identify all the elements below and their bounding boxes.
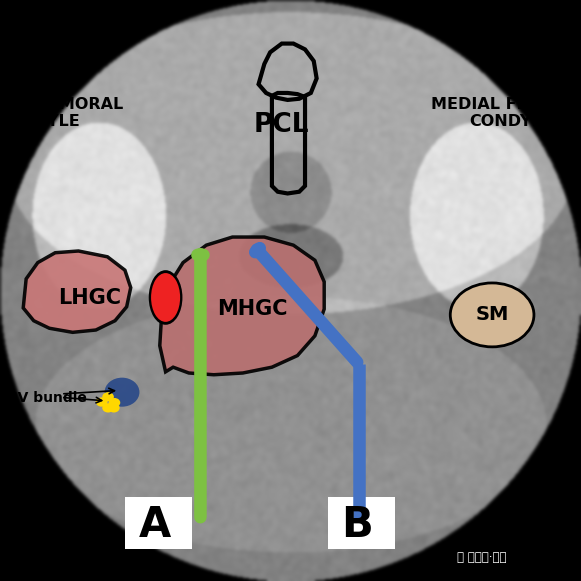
Text: MEDIAL FEMORAL
CONDYLE: MEDIAL FEMORAL CONDYLE bbox=[431, 97, 581, 130]
Ellipse shape bbox=[102, 403, 114, 413]
Text: LATERAL FEMORAL
CONDYLE: LATERAL FEMORAL CONDYLE bbox=[0, 97, 123, 130]
Polygon shape bbox=[23, 251, 131, 332]
FancyBboxPatch shape bbox=[328, 497, 395, 549]
Text: PCL: PCL bbox=[254, 112, 310, 138]
FancyBboxPatch shape bbox=[125, 497, 192, 549]
Text: B: B bbox=[342, 504, 373, 546]
Ellipse shape bbox=[105, 378, 139, 407]
Ellipse shape bbox=[149, 270, 182, 325]
Ellipse shape bbox=[450, 283, 534, 347]
Ellipse shape bbox=[108, 403, 120, 413]
Ellipse shape bbox=[96, 397, 107, 407]
Ellipse shape bbox=[151, 273, 180, 322]
Text: MHGC: MHGC bbox=[217, 299, 288, 319]
Text: NV bundle: NV bundle bbox=[6, 391, 87, 405]
Text: SM: SM bbox=[475, 306, 509, 324]
Text: 🔵 公众号·骨科: 🔵 公众号·骨科 bbox=[457, 551, 507, 564]
Ellipse shape bbox=[102, 392, 114, 401]
Polygon shape bbox=[160, 237, 324, 375]
Text: A: A bbox=[139, 504, 171, 546]
Text: LHGC: LHGC bbox=[59, 288, 121, 308]
Ellipse shape bbox=[109, 398, 120, 407]
